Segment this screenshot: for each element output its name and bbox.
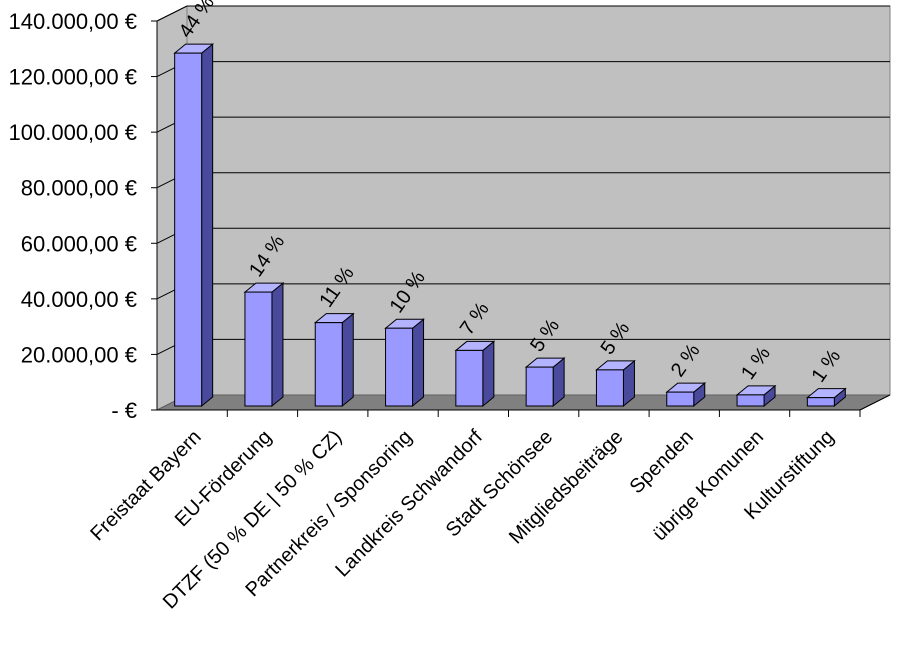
bar-front bbox=[806, 397, 835, 407]
bar-front bbox=[525, 366, 554, 407]
bar-front bbox=[314, 322, 343, 407]
y-axis: - € 20.000,00 € 40.000,00 € 60.000,00 € 80.0… bbox=[9, 9, 158, 423]
bar-side bbox=[201, 43, 214, 408]
bar-front bbox=[595, 369, 624, 407]
y-tick-label: 120.000,00 € bbox=[9, 65, 137, 90]
bar-front bbox=[385, 327, 414, 407]
x-tick-label: Spenden bbox=[626, 426, 698, 498]
y-tick-label: 140.000,00 € bbox=[9, 9, 137, 34]
floor-edge bbox=[859, 394, 891, 411]
y-tick-label: 80.000,00 € bbox=[21, 176, 137, 201]
bar-front bbox=[666, 391, 695, 407]
y-tick-label: 20.000,00 € bbox=[21, 342, 137, 367]
y-tick-label: 100.000,00 € bbox=[9, 120, 137, 145]
bar-front bbox=[455, 349, 484, 407]
bar-side bbox=[341, 312, 354, 408]
y-tick-label: 60.000,00 € bbox=[21, 231, 137, 256]
bar: 44 % bbox=[173, 0, 219, 408]
bar-front bbox=[736, 394, 765, 407]
gridlines bbox=[156, 5, 890, 355]
gridline-side bbox=[156, 5, 188, 22]
y-tick-label: - € bbox=[111, 398, 137, 423]
y-tick-label: 40.000,00 € bbox=[21, 287, 137, 312]
bar-front bbox=[244, 291, 273, 407]
bar-front bbox=[174, 52, 203, 407]
bar-side bbox=[482, 340, 495, 408]
bar-side bbox=[412, 318, 425, 408]
bar-side bbox=[271, 282, 284, 408]
